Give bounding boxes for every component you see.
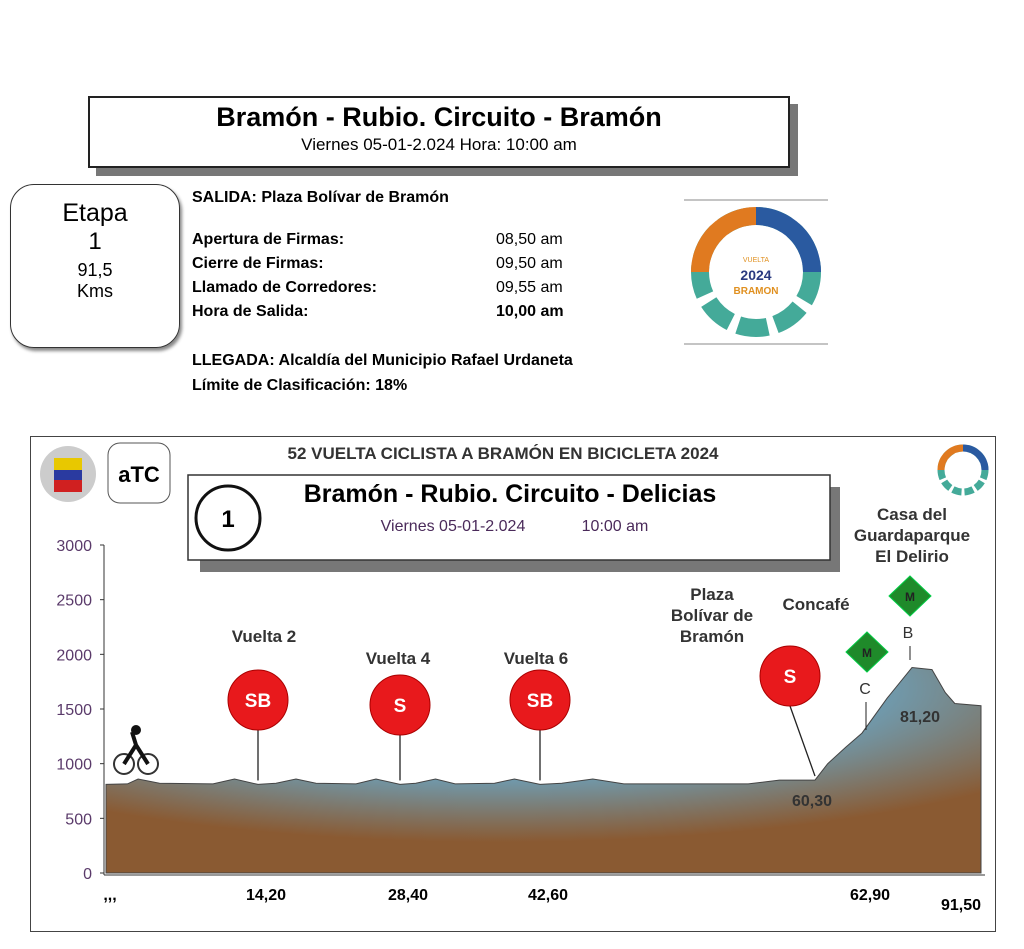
- marker-label: Concafé: [782, 595, 849, 614]
- sprint-badge: [759, 645, 821, 707]
- x-tick-label: 91,50: [941, 897, 981, 914]
- stage-label: Etapa: [62, 199, 128, 227]
- page-title: Bramón - Rubio. Circuito - Bramón: [216, 102, 662, 132]
- marker-km: 81,20: [900, 709, 940, 726]
- stage-unit: Kms: [77, 281, 113, 301]
- marker-label-line: Guardaparque: [854, 526, 970, 545]
- y-tick-label: 1500: [56, 702, 92, 719]
- mountain-category: C: [859, 681, 871, 698]
- x-tick-label: ,,,: [103, 887, 116, 904]
- y-tick-label: 500: [65, 811, 92, 828]
- schedule-row: Llamado de Corredores: 09,55 am: [192, 279, 563, 297]
- sprint-badge-text: SB: [245, 691, 271, 712]
- cyclist-icon: [113, 725, 159, 775]
- sprint-badge-text: S: [784, 667, 797, 688]
- y-tick-label: 2500: [56, 593, 92, 610]
- schedule-row: Hora de Salida: 10,00 am: [192, 303, 564, 321]
- elevation-profile: [105, 666, 982, 874]
- x-tick-label: 14,20: [246, 887, 286, 904]
- stage-box: Etapa 1 91,5 Kms: [10, 184, 180, 348]
- marker-label-line: Plaza: [690, 585, 734, 604]
- marker-label: Casa del Guardaparque El Delirio: [854, 505, 970, 566]
- vuelta-logo: VUELTA 2024 BRAMON: [684, 199, 828, 345]
- marker-label: Vuelta 4: [366, 649, 431, 668]
- y-tick-label: 0: [83, 866, 92, 883]
- stage-number-circle: [194, 484, 262, 552]
- x-tick-label: 28,40: [388, 887, 428, 904]
- logo-top: VUELTA: [743, 257, 770, 264]
- y-tick-label: 3000: [56, 538, 92, 555]
- chart-stage-time: 10:00 am: [582, 518, 649, 535]
- mountain-badge: [845, 631, 889, 673]
- schedule-time: 09,55 am: [496, 279, 563, 296]
- classification-limit: Límite de Clasificación: 18%: [192, 377, 408, 394]
- marker-label-line: Bramón: [680, 627, 744, 646]
- mountain-badge-text: M: [862, 646, 872, 660]
- chart-stage-number: 1: [221, 506, 234, 533]
- y-tick-label: 1000: [56, 757, 92, 774]
- schedule-label: Llamado de Corredores:: [192, 279, 377, 296]
- page-subtitle: Viernes 05-01-2.024 Hora: 10:00 am: [301, 135, 577, 154]
- stage-distance: 91,5: [77, 260, 113, 280]
- logo-name: BRAMON: [734, 286, 779, 297]
- sprint-badge: [509, 669, 571, 731]
- mountain-category: B: [903, 625, 914, 642]
- x-tick-label: 42,60: [528, 887, 568, 904]
- departure: SALIDA: Plaza Bolívar de Bramón: [192, 189, 449, 206]
- marker-label-line: Bolívar de: [671, 606, 753, 625]
- chart-frame: [30, 436, 996, 932]
- schedule-label: Apertura de Firmas:: [192, 231, 345, 248]
- marker-label: Plaza Bolívar de Bramón: [671, 585, 753, 646]
- mountain-badge-text: M: [905, 590, 915, 604]
- schedule-row: Apertura de Firmas: 08,50 am: [192, 231, 563, 249]
- schedule-label: Hora de Salida:: [192, 303, 309, 320]
- mini-logo: [937, 444, 989, 496]
- sprint-badge: [369, 674, 431, 736]
- marker-pointer: [789, 705, 816, 777]
- mountain-badge: [888, 575, 932, 617]
- chart-title: 52 VUELTA CICLISTA A BRAMÓN EN BICICLETA…: [287, 444, 719, 463]
- title-box: Bramón - Rubio. Circuito - Bramón Vierne…: [88, 96, 790, 168]
- plot-area: 0 500 1000 1500 2000 2500 3000,,, 14,20 28,40 42,…: [56, 505, 985, 914]
- marker-label-line: El Delirio: [875, 547, 949, 566]
- atc-logo: [107, 442, 171, 504]
- stage-number: 1: [88, 228, 102, 255]
- chart-stage-title: Bramón - Rubio. Circuito - Delicias: [304, 480, 717, 508]
- marker-km: 60,30: [792, 793, 832, 810]
- logo-year: 2024: [740, 267, 771, 283]
- atc-logo-text: aTC: [118, 462, 160, 487]
- sprint-badge: [227, 669, 289, 731]
- schedule-label: Cierre de Firmas:: [192, 255, 324, 272]
- stage-title-box: [187, 474, 831, 561]
- schedule-time: 09,50 am: [496, 255, 563, 272]
- marker-label: Vuelta 2: [232, 627, 297, 646]
- sprint-badge-text: SB: [527, 691, 553, 712]
- schedule-row: Cierre de Firmas: 09,50 am: [192, 255, 563, 273]
- schedule-time: 10,00 am: [496, 303, 564, 320]
- marker-label-line: Casa del: [877, 505, 947, 524]
- chart-stage-date: Viernes 05-01-2.024: [381, 518, 526, 535]
- x-tick-label: 62,90: [850, 887, 890, 904]
- y-tick-label: 2000: [56, 647, 92, 664]
- sprint-badge-text: S: [394, 696, 407, 717]
- schedule-time: 08,50 am: [496, 231, 563, 248]
- marker-label: Vuelta 6: [504, 649, 569, 668]
- arrival: LLEGADA: Alcaldía del Municipio Rafael U…: [192, 352, 573, 369]
- federation-logo: [40, 446, 96, 502]
